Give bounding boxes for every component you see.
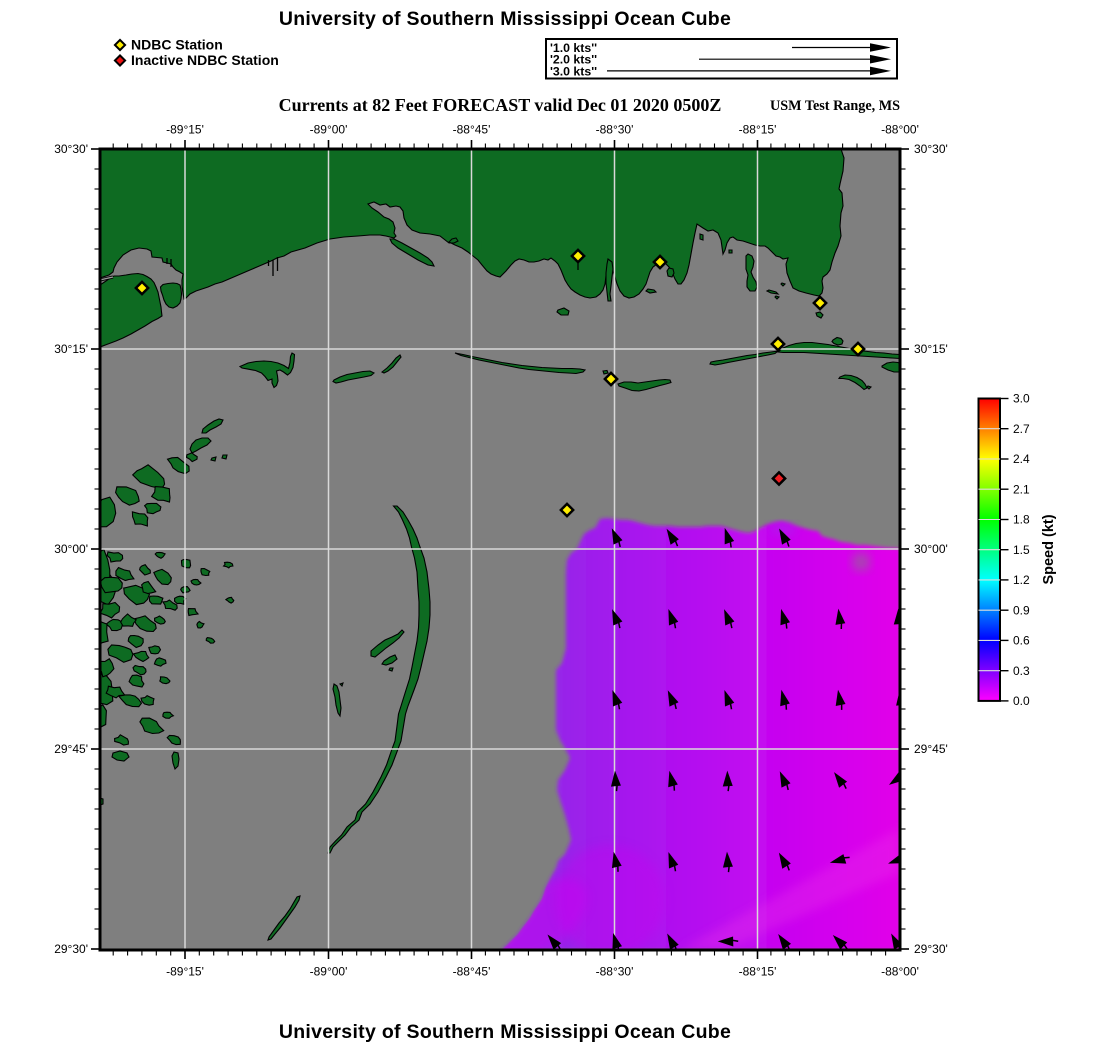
svg-text:-89°15': -89°15' (166, 965, 204, 979)
svg-text:2.4: 2.4 (1013, 452, 1030, 466)
svg-text:0.6: 0.6 (1013, 634, 1030, 648)
svg-text:'1.0 kts'': '1.0 kts'' (550, 41, 597, 55)
svg-text:1.2: 1.2 (1013, 573, 1030, 587)
svg-text:NDBC Station: NDBC Station (131, 37, 223, 53)
svg-text:USM Test Range, MS: USM Test Range, MS (770, 98, 900, 114)
svg-text:30°00': 30°00' (914, 542, 948, 556)
svg-text:29°45': 29°45' (54, 742, 88, 756)
svg-text:30°15': 30°15' (54, 342, 88, 356)
svg-text:'3.0 kts'': '3.0 kts'' (550, 64, 597, 78)
svg-text:-89°15': -89°15' (166, 123, 204, 137)
svg-text:-88°15': -88°15' (739, 965, 777, 979)
svg-text:1.5: 1.5 (1013, 543, 1030, 557)
svg-text:-88°45': -88°45' (453, 123, 491, 137)
svg-text:University of Southern Mississ: University of Southern Mississippi Ocean… (279, 1021, 731, 1043)
svg-text:-88°30': -88°30' (596, 123, 634, 137)
svg-text:1.8: 1.8 (1013, 513, 1030, 527)
svg-text:'2.0 kts'': '2.0 kts'' (550, 53, 597, 67)
svg-text:30°00': 30°00' (54, 542, 88, 556)
svg-text:2.1: 2.1 (1013, 482, 1030, 496)
svg-text:0.9: 0.9 (1013, 603, 1030, 617)
svg-text:29°30': 29°30' (54, 942, 88, 956)
svg-text:3.0: 3.0 (1013, 392, 1030, 406)
svg-text:-88°00': -88°00' (881, 965, 919, 979)
svg-text:2.7: 2.7 (1013, 422, 1030, 436)
svg-text:30°30': 30°30' (54, 142, 88, 156)
svg-text:-88°00': -88°00' (881, 123, 919, 137)
svg-text:0.0: 0.0 (1013, 694, 1030, 708)
svg-text:30°30': 30°30' (914, 142, 948, 156)
svg-text:-89°00': -89°00' (310, 965, 348, 979)
svg-text:Speed (kt): Speed (kt) (1041, 514, 1057, 584)
svg-text:30°15': 30°15' (914, 342, 948, 356)
svg-text:-88°30': -88°30' (596, 965, 634, 979)
svg-text:0.3: 0.3 (1013, 664, 1030, 678)
svg-text:Inactive NDBC Station: Inactive NDBC Station (131, 52, 279, 68)
svg-text:29°30': 29°30' (914, 942, 948, 956)
svg-text:-88°15': -88°15' (739, 123, 777, 137)
svg-text:Currents at 82 Feet FORECAST v: Currents at 82 Feet FORECAST valid Dec 0… (279, 95, 722, 115)
svg-text:-88°45': -88°45' (453, 965, 491, 979)
svg-text:University of Southern Mississ: University of Southern Mississippi Ocean… (279, 8, 731, 30)
svg-text:29°45': 29°45' (914, 742, 948, 756)
svg-text:-89°00': -89°00' (310, 123, 348, 137)
